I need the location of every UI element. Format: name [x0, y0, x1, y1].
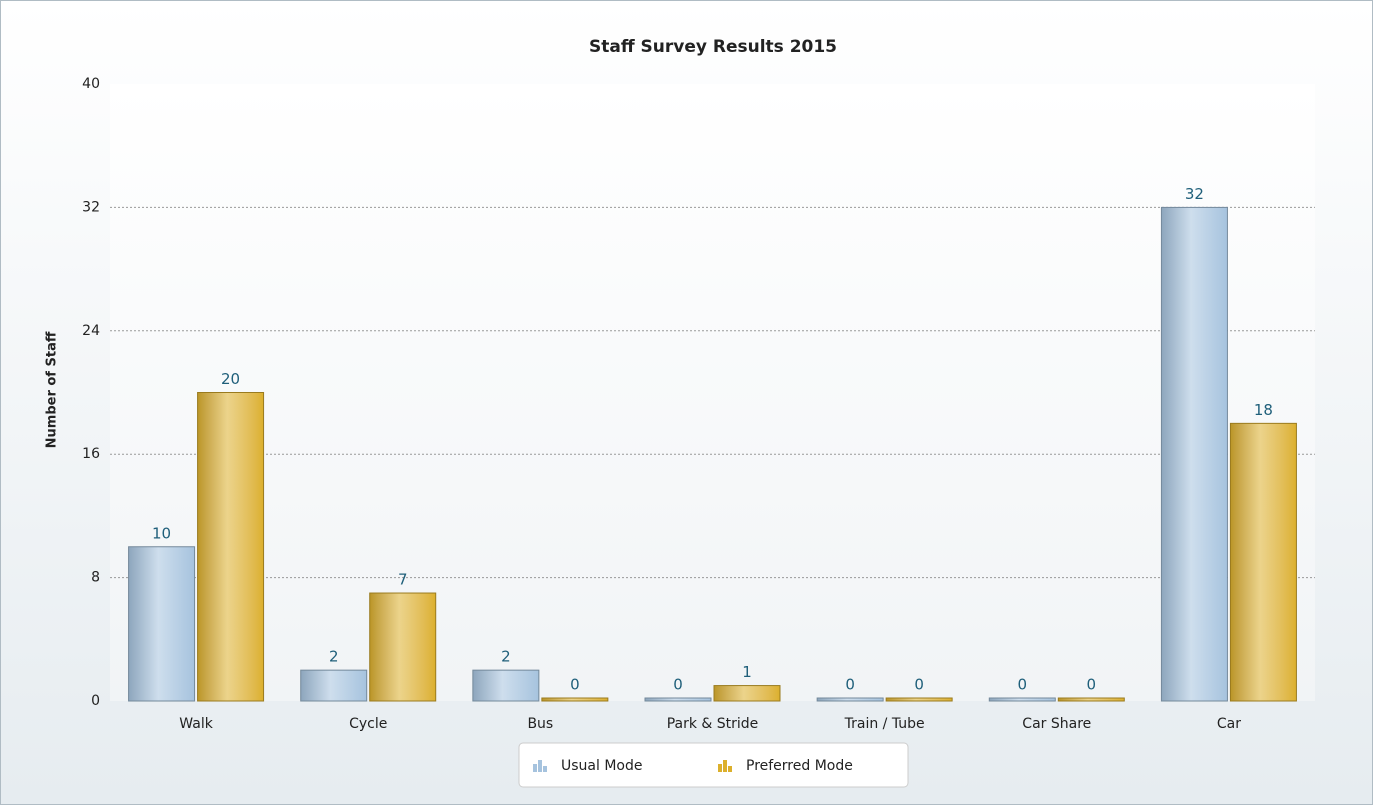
data-label: 0	[570, 676, 580, 694]
legend-swatch	[533, 764, 537, 772]
y-tick-label: 32	[82, 199, 100, 215]
bar	[988, 697, 1056, 702]
data-label: 2	[329, 648, 339, 666]
bar	[541, 697, 609, 702]
x-tick-label: Bus	[527, 716, 553, 732]
legend-label: Usual Mode	[561, 758, 642, 774]
legend-swatch	[728, 766, 732, 772]
data-label: 32	[1185, 185, 1204, 203]
bar	[644, 697, 712, 702]
data-label: 0	[914, 676, 924, 694]
chart-title: Staff Survey Results 2015	[589, 37, 837, 57]
bar	[472, 669, 540, 702]
legend-swatch	[718, 764, 722, 772]
y-tick-label: 16	[82, 446, 100, 462]
y-tick-label: 0	[91, 693, 100, 709]
bar	[1160, 206, 1228, 702]
bar	[1229, 422, 1297, 702]
legend-swatch	[723, 760, 727, 772]
legend-swatch	[543, 766, 547, 772]
x-tick-label: Train / Tube	[844, 716, 925, 732]
bar	[816, 697, 884, 702]
data-label: 18	[1254, 401, 1273, 419]
legend	[518, 742, 909, 788]
data-label: 0	[1087, 676, 1097, 694]
bar	[128, 546, 196, 702]
data-label: 2	[501, 648, 511, 666]
x-tick-label: Car Share	[1022, 716, 1091, 732]
data-label: 20	[221, 370, 240, 388]
bar	[300, 669, 368, 702]
legend-swatch	[538, 760, 542, 772]
data-label: 0	[673, 676, 683, 694]
data-label: 10	[152, 524, 171, 542]
y-axis-title: Number of Staff	[45, 331, 60, 448]
bar	[197, 392, 265, 702]
x-tick-label: Walk	[179, 716, 213, 732]
x-tick-label: Cycle	[349, 716, 387, 732]
data-label: 7	[398, 571, 408, 589]
data-label: 0	[845, 676, 855, 694]
x-tick-label: Park & Stride	[667, 716, 759, 732]
y-tick-label: 24	[82, 323, 100, 339]
bar	[885, 697, 953, 702]
y-tick-label: 8	[91, 570, 100, 586]
legend-label: Preferred Mode	[746, 758, 853, 774]
x-tick-label: Car	[1217, 716, 1241, 732]
plot-area	[110, 84, 1315, 701]
bar	[1057, 697, 1125, 702]
legend-icon	[718, 760, 732, 772]
bar	[713, 685, 781, 702]
data-label: 0	[1018, 676, 1028, 694]
legend-icon	[533, 760, 547, 772]
y-tick-label: 40	[82, 76, 100, 92]
data-label: 1	[742, 663, 752, 681]
bar	[369, 592, 437, 702]
